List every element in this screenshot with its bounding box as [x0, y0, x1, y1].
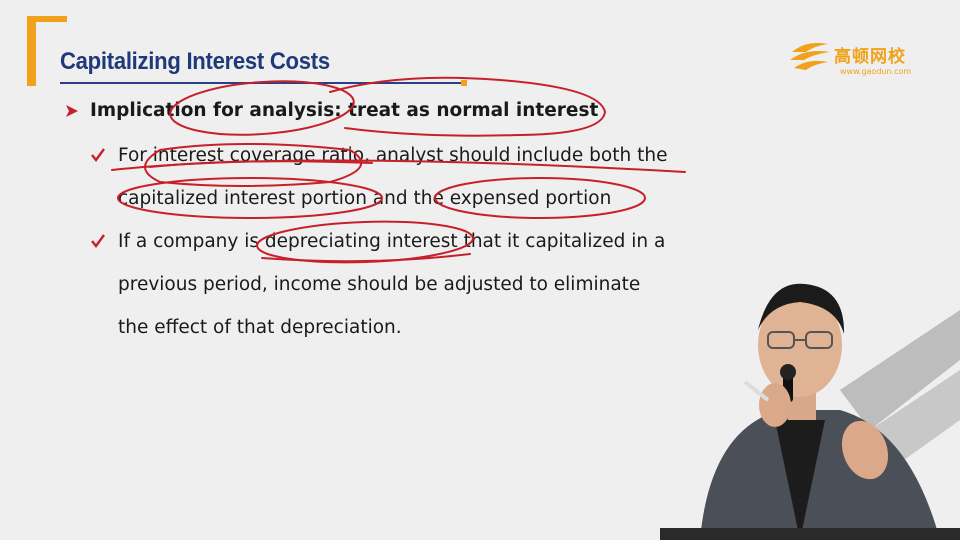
corner-bracket-decoration	[27, 16, 67, 86]
gaodun-logo: 高顿网校 www.gaodun.com	[788, 38, 928, 82]
check-bullet-icon	[91, 234, 105, 248]
arrow-bullet-icon	[66, 105, 78, 117]
bullet-1-line-1: For interest coverage ratio, analyst sho…	[118, 145, 668, 166]
check-bullet-icon	[91, 148, 105, 162]
slide-heading: Implication for analysis: treat as norma…	[90, 100, 599, 121]
wing-logo-icon	[790, 43, 830, 70]
title-underline	[60, 82, 464, 84]
title-underline-dot	[461, 80, 467, 86]
logo-chinese-name: 高顿网校	[834, 47, 906, 67]
bullet-2-line-1: If a company is depreciating interest th…	[118, 231, 666, 252]
logo-url: www.gaodun.com	[840, 67, 912, 76]
bullet-2-line-2: previous period, income should be adjust…	[118, 274, 641, 295]
presenter-video-image	[660, 283, 960, 540]
slide-title: Capitalizing Interest Costs	[60, 48, 330, 75]
bullet-2-line-3: the effect of that depreciation.	[118, 317, 402, 338]
bullet-1-line-2: capitalized interest portion and the exp…	[118, 188, 612, 209]
